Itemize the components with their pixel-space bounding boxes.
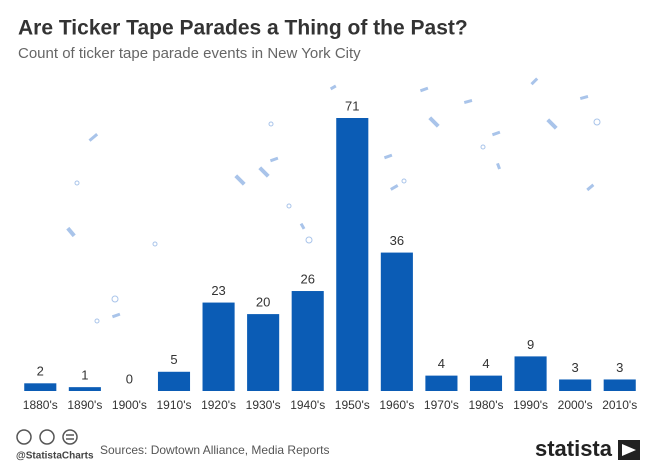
x-tick-label: 1950's <box>335 398 370 412</box>
bar <box>247 314 280 391</box>
value-label: 1 <box>81 368 88 383</box>
chart-subtitle: Count of ticker tape parade events in Ne… <box>18 45 361 62</box>
x-tick-label: 1930's <box>246 398 281 412</box>
x-tick-label: 1990's <box>513 398 548 412</box>
bar <box>469 375 503 391</box>
value-label: 9 <box>527 337 534 352</box>
footer-icons <box>16 429 78 445</box>
x-tick-label: 1890's <box>67 398 102 412</box>
x-tick-label: 1910's <box>157 398 192 412</box>
value-label: 2 <box>37 364 44 379</box>
confetti <box>66 77 601 324</box>
value-label: 3 <box>616 360 623 375</box>
value-label: 4 <box>438 356 445 371</box>
value-label: 3 <box>572 360 579 375</box>
value-label: 71 <box>345 98 359 113</box>
bar <box>380 252 413 391</box>
bar <box>336 118 369 391</box>
x-tick-label: 2010's <box>602 398 637 412</box>
bar <box>425 375 458 391</box>
bar <box>514 356 547 391</box>
value-label: 23 <box>211 283 225 298</box>
handle: @StatistaCharts <box>16 451 94 462</box>
x-tick-label: 1880's <box>23 398 58 412</box>
value-label: 20 <box>256 295 270 310</box>
bar <box>68 387 101 391</box>
x-tick-label: 1900's <box>112 398 147 412</box>
bar <box>157 371 191 391</box>
bar <box>559 379 592 391</box>
bar <box>24 383 57 391</box>
x-tick-label: 1920's <box>201 398 236 412</box>
bar <box>202 302 235 391</box>
brand-logo: statista <box>535 436 613 461</box>
value-label: 0 <box>126 371 133 386</box>
chart-title: Are Ticker Tape Parades a Thing of the P… <box>18 17 468 40</box>
value-label: 5 <box>170 352 177 367</box>
source: Sources: Dowtown Alliance, Media Reports <box>100 443 329 457</box>
bar <box>603 379 636 391</box>
x-tick-label: 1970's <box>424 398 459 412</box>
value-label: 4 <box>482 356 489 371</box>
x-tick-label: 1940's <box>290 398 325 412</box>
x-tick-label: 1980's <box>469 398 504 412</box>
brand-icon <box>618 440 640 460</box>
x-tick-label: 1960's <box>379 398 414 412</box>
value-label: 26 <box>300 271 314 286</box>
value-label: 36 <box>390 233 404 248</box>
x-tick-label: 2000's <box>558 398 593 412</box>
bar <box>291 291 324 391</box>
